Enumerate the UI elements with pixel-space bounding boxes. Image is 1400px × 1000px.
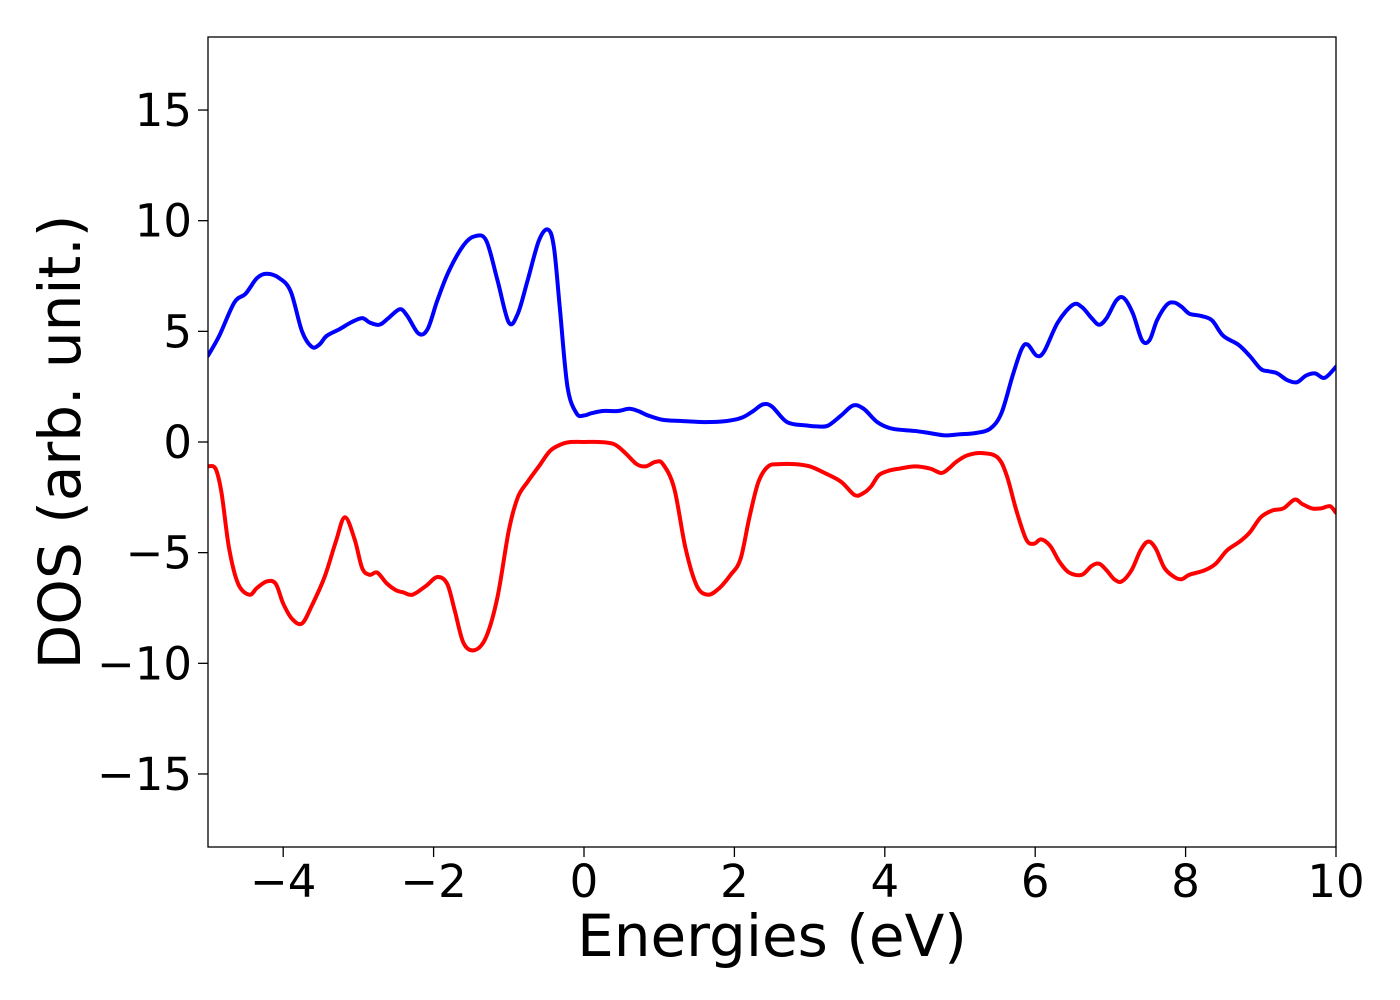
y-tick-label: −5: [126, 527, 192, 580]
plot-area: [208, 227, 1336, 653]
y-axis-title: DOS (arb. unit.): [26, 215, 94, 670]
y-tick-label: 5: [163, 305, 192, 358]
y-tick-label: 0: [163, 416, 192, 469]
x-tick-label: −4: [250, 855, 316, 908]
x-tick-label: 8: [1171, 855, 1200, 908]
y-axis-ticks: 15 10 5 0 −5 −10 −15: [97, 84, 208, 801]
x-axis-title: Energies (eV): [577, 902, 967, 970]
x-tick-label: 6: [1021, 855, 1050, 908]
x-tick-label: 0: [570, 855, 599, 908]
x-tick-label: 4: [870, 855, 899, 908]
x-tick-label: 10: [1307, 855, 1364, 908]
x-tick-label: −2: [400, 855, 466, 908]
x-axis-ticks: −4 −2 0 2 4 6 8 10: [250, 847, 1365, 908]
x-tick-label: 2: [720, 855, 749, 908]
dos-line-red: [208, 439, 1336, 653]
y-tick-label: 15: [135, 84, 192, 137]
dos-line-blue: [208, 227, 1336, 438]
y-tick-label: −15: [97, 748, 192, 801]
y-tick-label: −10: [97, 637, 192, 690]
y-tick-label: 10: [135, 195, 192, 248]
plot-frame: [207, 36, 1337, 848]
